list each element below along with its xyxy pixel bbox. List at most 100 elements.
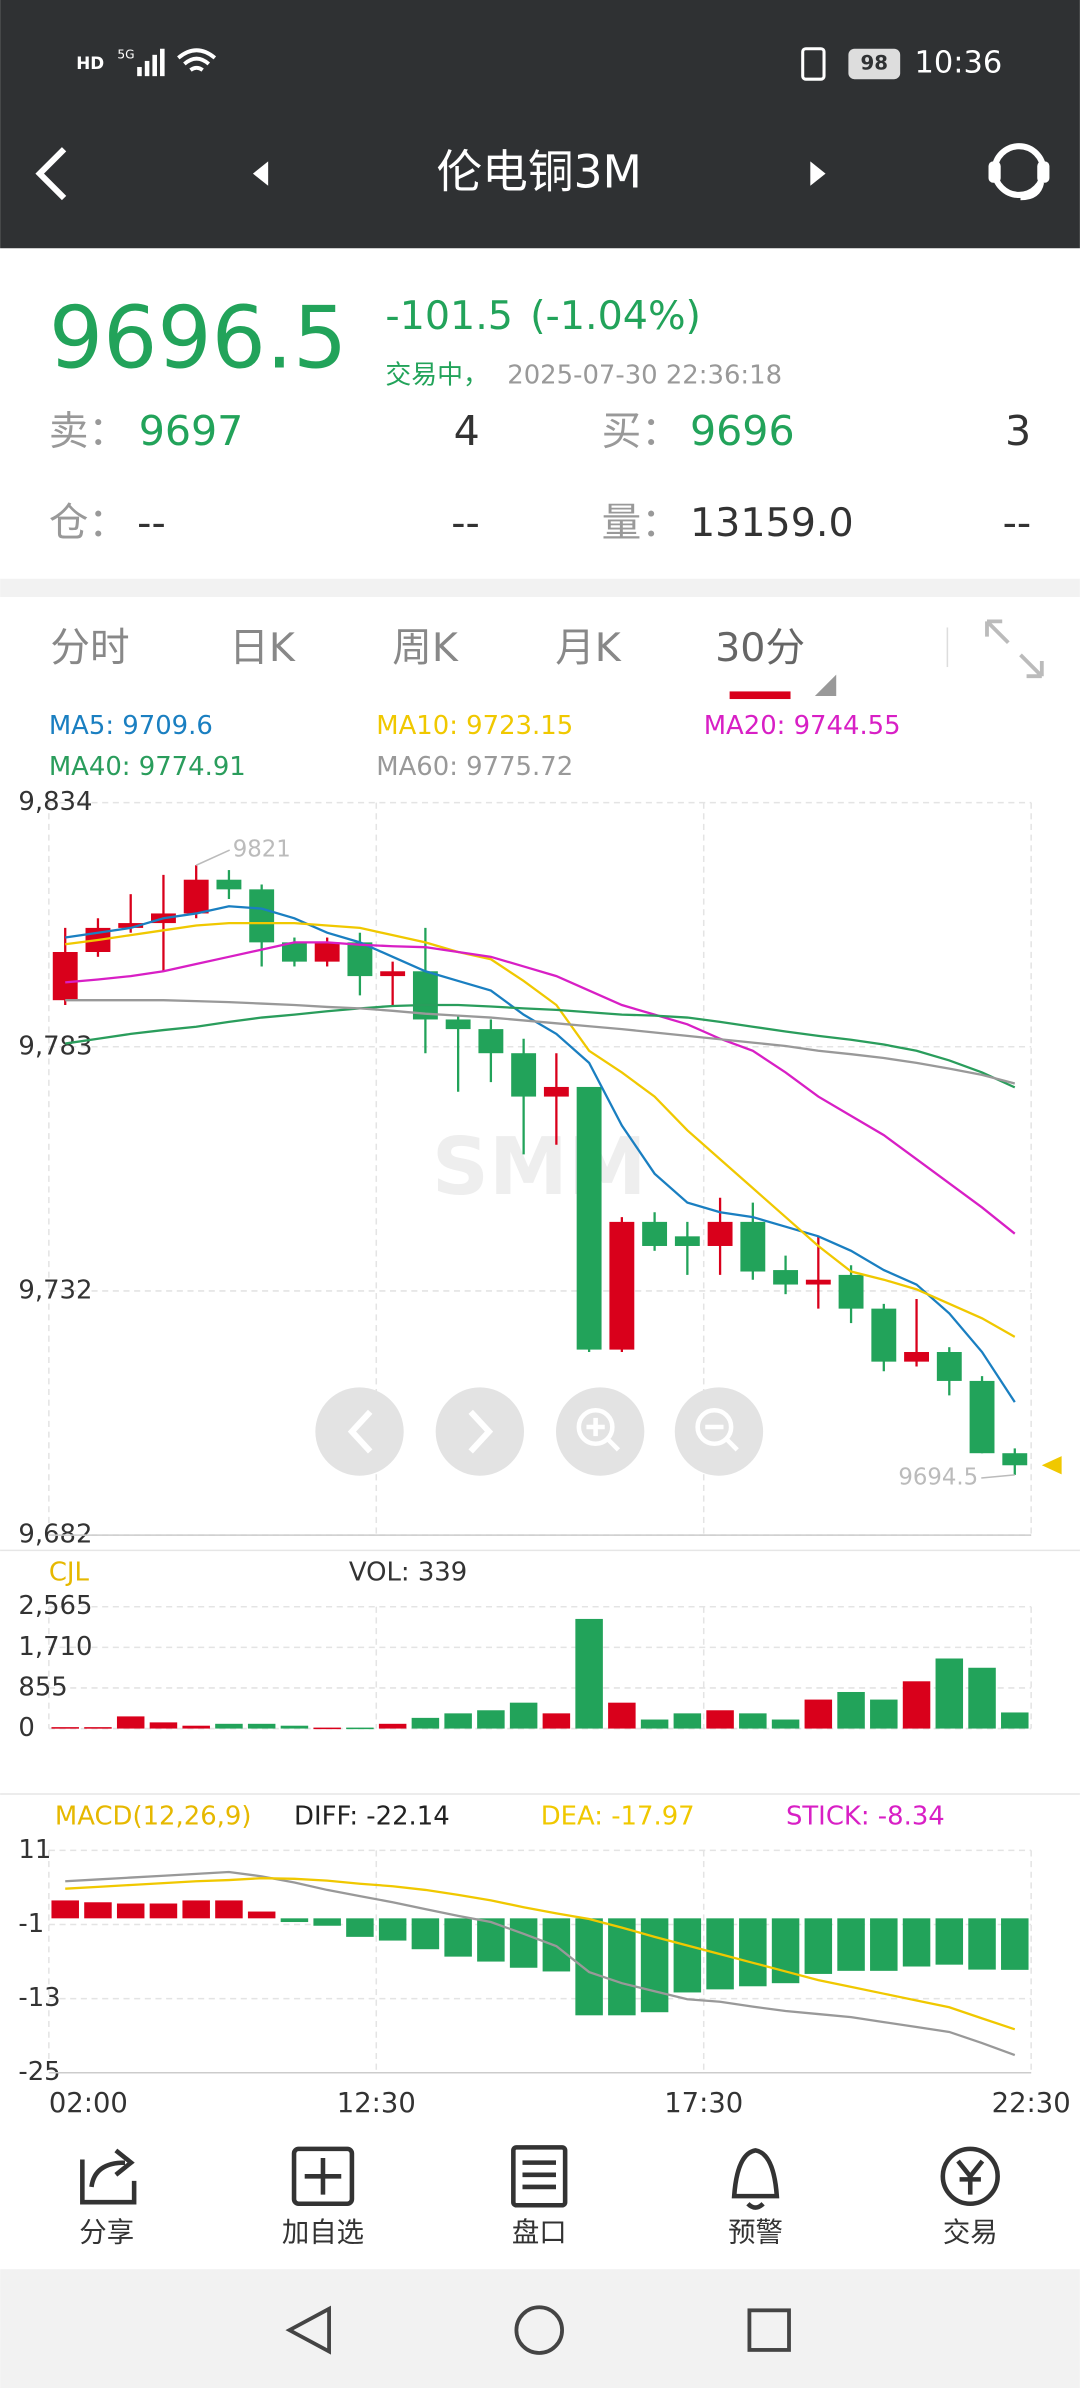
tab[interactable]: 分时 bbox=[50, 625, 129, 671]
candle-body bbox=[347, 942, 373, 977]
y-tick-label: 9,732 bbox=[18, 1275, 92, 1305]
legend-entry: DIFF: -22.14 bbox=[294, 1801, 450, 1831]
volume-bar bbox=[935, 1658, 964, 1729]
candle-body bbox=[1002, 1453, 1028, 1466]
zoom-icon bbox=[586, 1417, 621, 1452]
volume-label: 量： bbox=[602, 500, 681, 546]
page-title: 伦电铜3M bbox=[436, 146, 641, 199]
dropdown-icon bbox=[814, 674, 837, 696]
legend-entry: MA60: 9775.72 bbox=[376, 752, 573, 782]
volume-bar bbox=[477, 1710, 505, 1729]
candle-body bbox=[511, 1053, 537, 1097]
y-tick-label: 9,783 bbox=[18, 1031, 92, 1061]
volume-bar bbox=[444, 1713, 472, 1729]
macd-bar bbox=[116, 1903, 145, 1919]
arrow-icon bbox=[347, 1409, 373, 1454]
arrow-icon bbox=[468, 1409, 494, 1454]
legend-entry: STICK: -8.34 bbox=[786, 1801, 945, 1831]
candle-body bbox=[904, 1352, 929, 1362]
x-tick-label: 22:30 bbox=[992, 2088, 1071, 2119]
volume-bar bbox=[378, 1723, 407, 1729]
buy-label: 买： bbox=[602, 409, 681, 455]
tab[interactable]: 月K bbox=[555, 625, 622, 671]
share-icon bbox=[80, 2148, 137, 2205]
volume-bar bbox=[411, 1717, 440, 1729]
zoom-in-button[interactable] bbox=[555, 1387, 645, 1476]
macd-bar bbox=[902, 1918, 931, 1967]
zoom-icon bbox=[705, 1424, 739, 1452]
ma-line bbox=[65, 999, 1016, 1085]
volume-bar bbox=[673, 1713, 702, 1729]
nav-back[interactable] bbox=[285, 2305, 331, 2355]
volume-bar bbox=[837, 1691, 865, 1729]
volume-bar bbox=[346, 1727, 374, 1730]
prev-contract[interactable] bbox=[252, 161, 269, 186]
last-price-marker bbox=[1041, 1456, 1062, 1475]
next-contract[interactable] bbox=[810, 161, 826, 186]
buy-price: 9696 bbox=[690, 407, 795, 455]
x-tick-label: 12:30 bbox=[337, 2088, 416, 2119]
candle-body bbox=[642, 1221, 668, 1246]
candle-body bbox=[445, 1019, 471, 1030]
add-icon bbox=[291, 2146, 355, 2207]
volume-bar bbox=[509, 1702, 538, 1729]
macd-bar bbox=[1001, 1918, 1029, 1970]
tab[interactable]: 30分 bbox=[715, 625, 805, 671]
macd-bar bbox=[51, 1900, 79, 1919]
toolbar-label[interactable]: 加自选 bbox=[282, 2218, 364, 2249]
nav-recent[interactable] bbox=[747, 2308, 791, 2352]
chart-controls bbox=[315, 1387, 764, 1476]
price-change: -101.5 bbox=[385, 293, 513, 339]
toolbar-label[interactable]: 预警 bbox=[728, 2218, 783, 2249]
volume-bar bbox=[706, 1710, 734, 1729]
macd-bar bbox=[542, 1918, 571, 1972]
macd-bar bbox=[804, 1918, 833, 1974]
volume-bar bbox=[804, 1699, 833, 1729]
annotation-leader bbox=[981, 1474, 1015, 1479]
nav-home[interactable] bbox=[514, 2305, 564, 2355]
price-change-pct: (-1.04%) bbox=[530, 293, 701, 339]
volume-bar bbox=[116, 1716, 145, 1729]
oi-change: -- bbox=[451, 500, 480, 546]
tab[interactable]: 周K bbox=[392, 625, 459, 671]
legend-entry: MA10: 9723.15 bbox=[376, 711, 573, 741]
tab-indicator bbox=[729, 691, 791, 700]
back-button[interactable] bbox=[35, 147, 67, 201]
trade-status: 交易中， bbox=[385, 361, 489, 391]
clock: 10:36 bbox=[914, 45, 1002, 80]
macd-bar bbox=[149, 1903, 178, 1919]
macd-line bbox=[65, 1870, 1016, 2057]
candle-body bbox=[216, 879, 242, 890]
macd-bar bbox=[378, 1918, 407, 1941]
oi-label: 仓： bbox=[49, 500, 128, 546]
battery-icon bbox=[848, 48, 901, 80]
watermark: SMM bbox=[432, 1120, 647, 1213]
candle-body bbox=[52, 951, 78, 1001]
tab[interactable]: 日K bbox=[229, 625, 296, 671]
volume-bar bbox=[1001, 1712, 1029, 1729]
last-price: 9696.5 bbox=[49, 290, 347, 389]
legend-entry: MA20: 9744.55 bbox=[704, 711, 901, 741]
scroll-left-button[interactable] bbox=[315, 1387, 404, 1476]
alert-icon bbox=[731, 2148, 780, 2210]
toolbar-label[interactable]: 分享 bbox=[79, 2218, 134, 2249]
trade-icon bbox=[940, 2146, 1000, 2207]
candle-body bbox=[314, 942, 340, 962]
macd-bar bbox=[182, 1900, 210, 1919]
fullscreen-button[interactable] bbox=[985, 619, 1044, 679]
toolbar-label[interactable]: 交易 bbox=[943, 2218, 998, 2249]
volume-bar bbox=[215, 1723, 243, 1729]
candle-body bbox=[543, 1086, 569, 1097]
macd-bar bbox=[968, 1918, 996, 1970]
zoom-out-button[interactable] bbox=[674, 1387, 764, 1476]
scroll-right-button[interactable] bbox=[435, 1387, 525, 1476]
macd-bar bbox=[673, 1918, 702, 1993]
toolbar-label[interactable]: 盘口 bbox=[512, 2218, 567, 2249]
volume-bar bbox=[575, 1618, 603, 1729]
candle-body bbox=[609, 1221, 635, 1350]
service-button[interactable] bbox=[988, 143, 1050, 201]
annotation: 9821 bbox=[233, 837, 291, 863]
macd-bar bbox=[935, 1918, 964, 1965]
